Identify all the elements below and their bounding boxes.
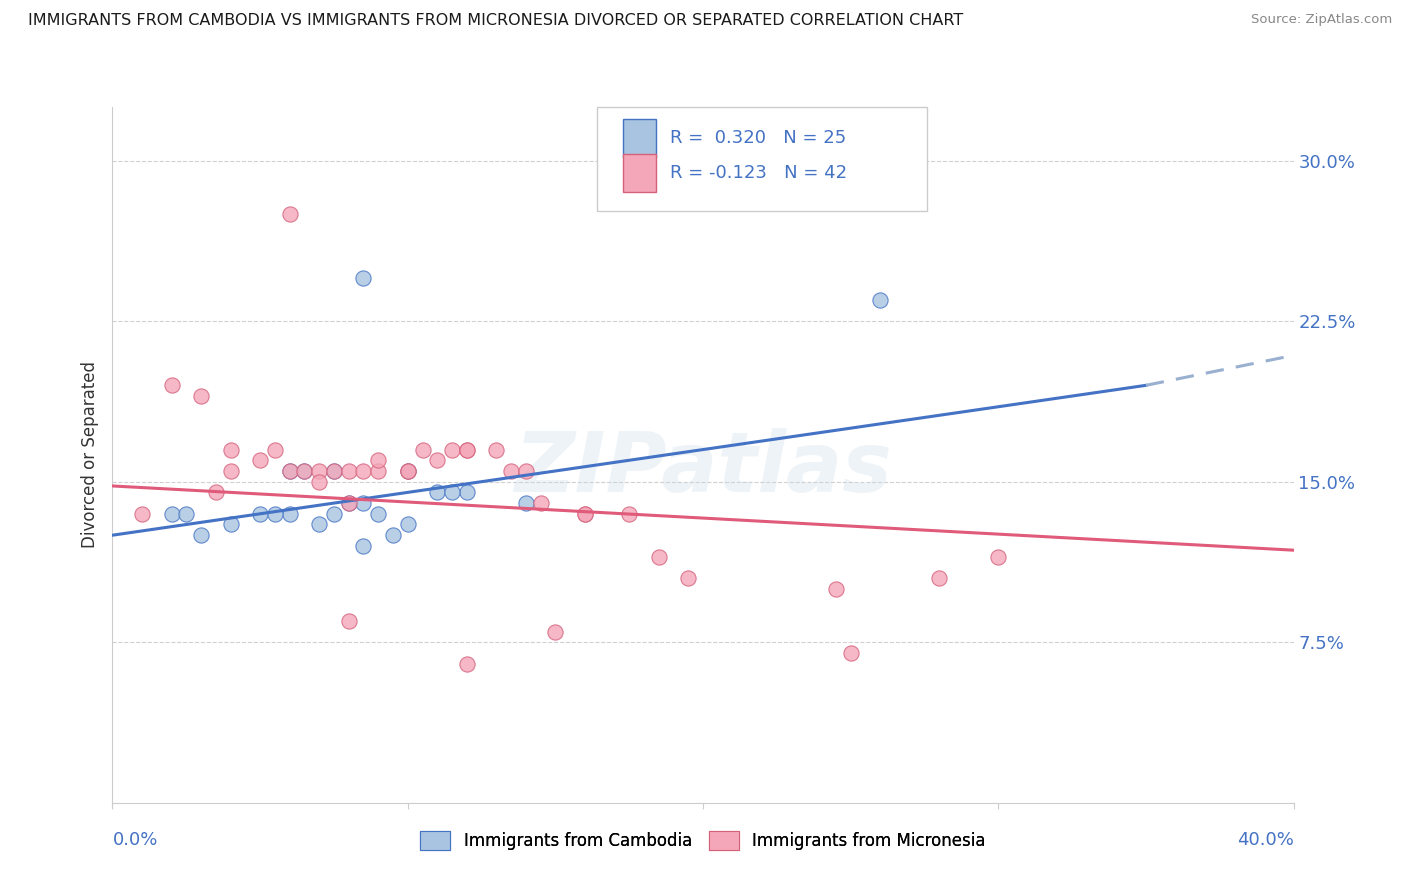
Point	[292, 464, 315, 478]
Point	[411, 442, 433, 457]
Point	[352, 464, 374, 478]
Point	[367, 507, 389, 521]
Point	[396, 464, 419, 478]
Point	[219, 442, 242, 457]
Point	[382, 528, 405, 542]
Point	[205, 485, 228, 500]
Point	[160, 378, 183, 392]
Point	[824, 582, 846, 596]
Point	[278, 464, 301, 478]
Point	[308, 517, 330, 532]
Point	[396, 517, 419, 532]
Point	[501, 464, 523, 478]
Text: R =  0.320   N = 25: R = 0.320 N = 25	[669, 129, 846, 147]
FancyBboxPatch shape	[623, 154, 655, 193]
Point	[264, 442, 287, 457]
Point	[647, 549, 671, 564]
Text: IMMIGRANTS FROM CAMBODIA VS IMMIGRANTS FROM MICRONESIA DIVORCED OR SEPARATED COR: IMMIGRANTS FROM CAMBODIA VS IMMIGRANTS F…	[28, 13, 963, 29]
Point	[456, 657, 478, 671]
Point	[337, 496, 360, 510]
Point	[337, 464, 360, 478]
FancyBboxPatch shape	[623, 120, 655, 158]
FancyBboxPatch shape	[596, 107, 928, 211]
Point	[869, 293, 891, 307]
Point	[308, 475, 330, 489]
Text: ZIPatlas: ZIPatlas	[515, 428, 891, 509]
Point	[292, 464, 315, 478]
Text: 0.0%: 0.0%	[112, 830, 157, 848]
Point	[352, 271, 374, 285]
Text: 40.0%: 40.0%	[1237, 830, 1294, 848]
Point	[396, 464, 419, 478]
Point	[515, 496, 537, 510]
Point	[190, 528, 212, 542]
Point	[485, 442, 508, 457]
Point	[456, 442, 478, 457]
Point	[515, 464, 537, 478]
Point	[619, 507, 641, 521]
Text: R = -0.123   N = 42: R = -0.123 N = 42	[669, 164, 846, 182]
Point	[219, 464, 242, 478]
Point	[249, 507, 271, 521]
Point	[367, 464, 389, 478]
Point	[426, 485, 449, 500]
Point	[574, 507, 596, 521]
Point	[278, 464, 301, 478]
Point	[219, 517, 242, 532]
Point	[174, 507, 197, 521]
Point	[839, 646, 862, 660]
Point	[352, 496, 374, 510]
Point	[278, 507, 301, 521]
Point	[441, 485, 464, 500]
Point	[928, 571, 950, 585]
Point	[367, 453, 389, 467]
Point	[441, 442, 464, 457]
Point	[544, 624, 567, 639]
Point	[352, 539, 374, 553]
Point	[323, 464, 346, 478]
Point	[678, 571, 700, 585]
Point	[131, 507, 153, 521]
Point	[308, 464, 330, 478]
Point	[160, 507, 183, 521]
Point	[249, 453, 271, 467]
Point	[264, 507, 287, 521]
Legend: Immigrants from Cambodia, Immigrants from Micronesia: Immigrants from Cambodia, Immigrants fro…	[413, 824, 993, 857]
Point	[396, 464, 419, 478]
Point	[337, 614, 360, 628]
Point	[456, 485, 478, 500]
Point	[426, 453, 449, 467]
Point	[323, 464, 346, 478]
Point	[987, 549, 1010, 564]
Point	[323, 507, 346, 521]
Point	[278, 207, 301, 221]
Point	[456, 442, 478, 457]
Point	[190, 389, 212, 403]
Text: Source: ZipAtlas.com: Source: ZipAtlas.com	[1251, 13, 1392, 27]
Point	[337, 496, 360, 510]
Y-axis label: Divorced or Separated: Divorced or Separated	[80, 361, 98, 549]
Point	[529, 496, 551, 510]
Point	[574, 507, 596, 521]
